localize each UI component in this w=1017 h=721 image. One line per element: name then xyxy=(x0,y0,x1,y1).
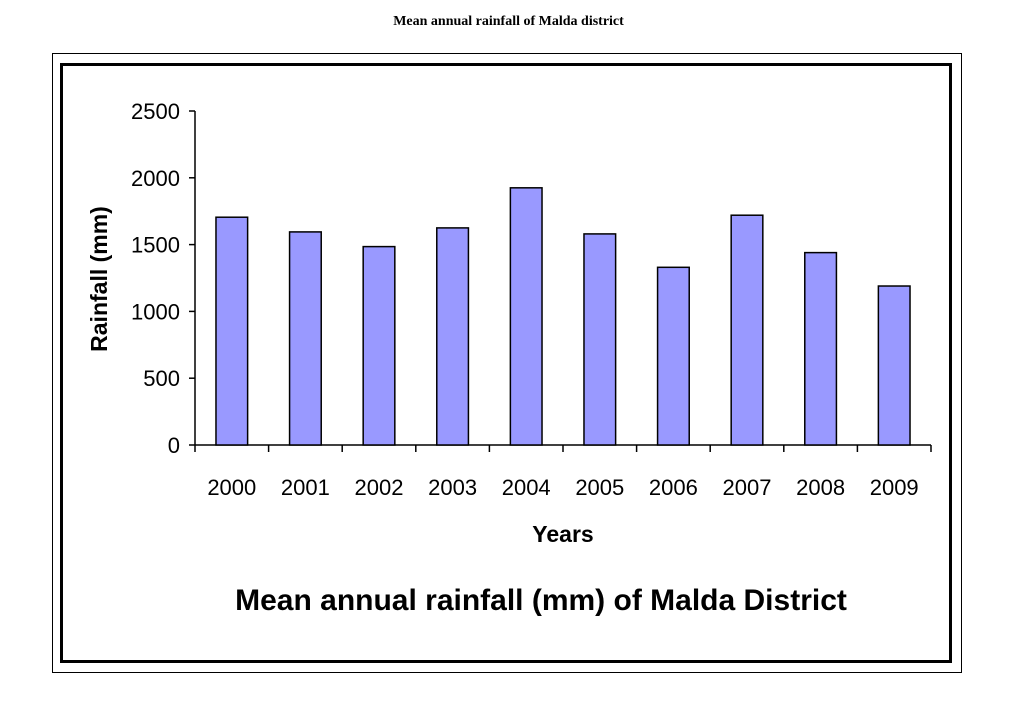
x-tick-label: 2003 xyxy=(428,475,477,500)
x-tick-label: 2004 xyxy=(502,475,551,500)
bar-2000 xyxy=(215,216,249,446)
bar-2009 xyxy=(877,285,911,446)
bar-series xyxy=(215,187,911,446)
chart-title: Mean annual rainfall (mm) of Malda Distr… xyxy=(235,584,847,617)
page-title: Mean annual rainfall of Malda district xyxy=(393,14,624,29)
bar-2007 xyxy=(730,214,764,446)
y-tick-label: 2000 xyxy=(131,166,180,191)
y-tick-label: 0 xyxy=(168,433,180,458)
x-tick-label: 2005 xyxy=(575,475,624,500)
x-axis-title: Years xyxy=(532,521,593,547)
bar-2002 xyxy=(362,245,396,446)
y-tick-label: 2500 xyxy=(131,99,180,124)
x-tick-label: 2002 xyxy=(355,475,404,500)
x-tick-label: 2009 xyxy=(870,475,919,500)
y-tick-label: 1500 xyxy=(131,233,180,258)
bar-2004 xyxy=(509,187,543,446)
bar-2005 xyxy=(583,233,617,446)
bar-2006 xyxy=(656,266,690,446)
x-tick-label: 2008 xyxy=(796,475,845,500)
x-tick-label: 2001 xyxy=(281,475,330,500)
bar-2008 xyxy=(804,251,838,446)
chart-outer-frame xyxy=(52,53,962,673)
y-tick-label: 500 xyxy=(143,366,180,391)
y-tick-label: 1000 xyxy=(131,299,180,324)
bar-2003 xyxy=(436,227,470,446)
x-tick-label: 2006 xyxy=(649,475,698,500)
x-tick-label: 2007 xyxy=(723,475,772,500)
x-tick-label: 2000 xyxy=(207,475,256,500)
y-axis-title: Rainfall (mm) xyxy=(86,206,112,352)
bar-2001 xyxy=(288,231,322,446)
y-axis: 0 500 1000 1500 2000 2500 xyxy=(131,99,196,458)
x-axis: 2000 2001 2002 2003 2004 2005 2006 2007 2008 2009 xyxy=(194,444,932,500)
chart-inner-frame xyxy=(60,63,952,663)
